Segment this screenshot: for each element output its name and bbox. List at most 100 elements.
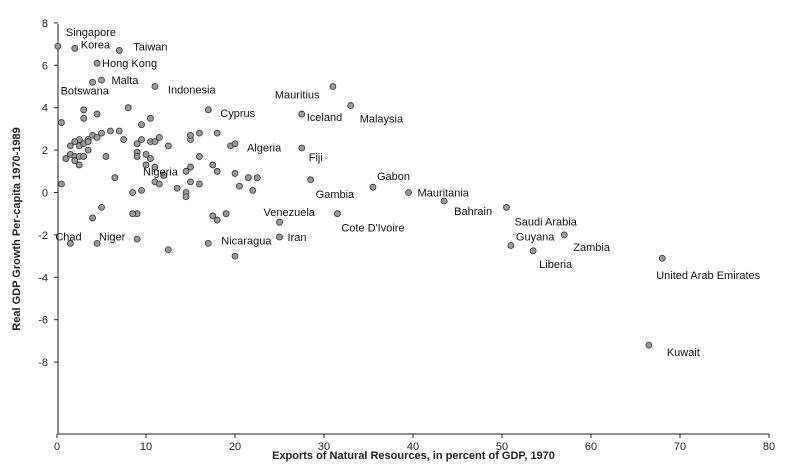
data-point <box>529 247 537 255</box>
data-point <box>98 203 105 211</box>
data-point <box>195 180 203 188</box>
data-point <box>298 144 306 152</box>
y-tick-label: 0 <box>42 188 48 200</box>
data-point <box>209 212 217 220</box>
y-tick-label: -8 <box>38 357 48 369</box>
data-point <box>182 167 190 175</box>
data-point <box>503 203 510 211</box>
point-label: Iran <box>288 232 307 244</box>
y-tick-label: 4 <box>42 103 48 115</box>
data-point <box>89 78 96 86</box>
data-point <box>560 231 568 239</box>
point-label: Zambia <box>573 242 611 254</box>
data-point <box>89 214 96 222</box>
point-label: Nigeria <box>143 166 179 178</box>
data-point <box>54 42 62 50</box>
point-label: Singapore <box>66 27 116 39</box>
data-point <box>93 239 101 247</box>
data-point <box>369 183 377 191</box>
point-label: Malaysia <box>360 114 404 126</box>
data-point <box>209 161 217 169</box>
data-point <box>405 189 412 196</box>
data-point <box>333 210 341 218</box>
data-point <box>658 254 666 262</box>
point-label: Mauritius <box>275 90 320 102</box>
point-label: Chad <box>55 231 81 243</box>
data-point <box>142 161 150 169</box>
data-point <box>231 252 239 260</box>
x-tick-label: 60 <box>585 441 597 453</box>
data-points <box>54 42 666 349</box>
data-point <box>507 242 515 249</box>
point-label: Korea <box>81 39 111 51</box>
y-tick-label: 2 <box>42 145 48 157</box>
data-point <box>164 142 172 150</box>
data-point <box>244 174 252 182</box>
data-point <box>253 174 261 182</box>
x-axis-title: Exports of Natural Resources, in percent… <box>272 450 555 462</box>
data-point <box>204 106 212 114</box>
data-point <box>138 136 145 143</box>
data-point <box>213 216 221 224</box>
data-point <box>213 167 221 175</box>
data-point <box>204 239 212 247</box>
data-point <box>195 153 203 160</box>
y-tick-label: -6 <box>38 315 48 327</box>
data-point <box>160 172 168 179</box>
data-point <box>173 184 181 192</box>
data-point <box>155 133 163 141</box>
data-point <box>151 163 159 171</box>
data-point <box>187 178 194 186</box>
point-label: Cote D'Ivoire <box>341 223 404 235</box>
point-label: Cyprus <box>220 108 255 120</box>
data-point <box>347 102 355 109</box>
point-label: Nicaragua <box>221 235 272 247</box>
data-point <box>102 153 110 160</box>
data-point <box>80 153 88 160</box>
point-label: Bahrain <box>454 206 492 218</box>
data-point <box>147 155 154 162</box>
data-point <box>129 189 137 196</box>
data-point <box>80 114 88 122</box>
point-label: Botswana <box>61 85 110 97</box>
data-point <box>182 193 190 201</box>
x-tick-label: 10 <box>140 441 152 453</box>
y-axis-ticks: 8 6 4 2 0 -2 -4 -6 -8 <box>38 18 58 369</box>
data-point <box>58 180 65 188</box>
data-point <box>307 176 315 184</box>
data-point <box>93 59 101 67</box>
data-point <box>66 239 74 247</box>
data-point <box>93 133 101 141</box>
x-tick-label: 30 <box>318 441 330 453</box>
x-tick-label: 0 <box>54 441 60 453</box>
data-point <box>66 142 74 150</box>
data-point <box>222 210 230 218</box>
point-label: Gabon <box>377 171 410 183</box>
data-point <box>231 140 239 148</box>
x-tick-label: 20 <box>229 441 241 453</box>
data-point <box>115 47 123 54</box>
x-tick-label: 80 <box>763 441 775 453</box>
data-point <box>120 136 128 143</box>
point-label: Malta <box>112 75 140 87</box>
data-point <box>276 233 283 241</box>
data-point <box>62 155 70 162</box>
data-point <box>98 76 105 84</box>
data-point <box>133 235 141 243</box>
data-point <box>93 110 101 118</box>
data-point <box>133 140 141 148</box>
data-point <box>75 161 83 169</box>
data-point <box>187 163 194 171</box>
data-point <box>107 127 114 135</box>
y-axis-title: Real GDP Growth Per-capita 1970-1989 <box>11 127 23 330</box>
x-tick-label: 70 <box>674 441 686 453</box>
data-point <box>58 119 65 126</box>
y-tick-label: 8 <box>42 18 48 30</box>
data-point <box>231 170 239 177</box>
data-point <box>111 174 119 182</box>
point-label: United Arab Emirates <box>656 270 760 282</box>
data-point <box>71 138 79 146</box>
data-point <box>249 186 257 194</box>
